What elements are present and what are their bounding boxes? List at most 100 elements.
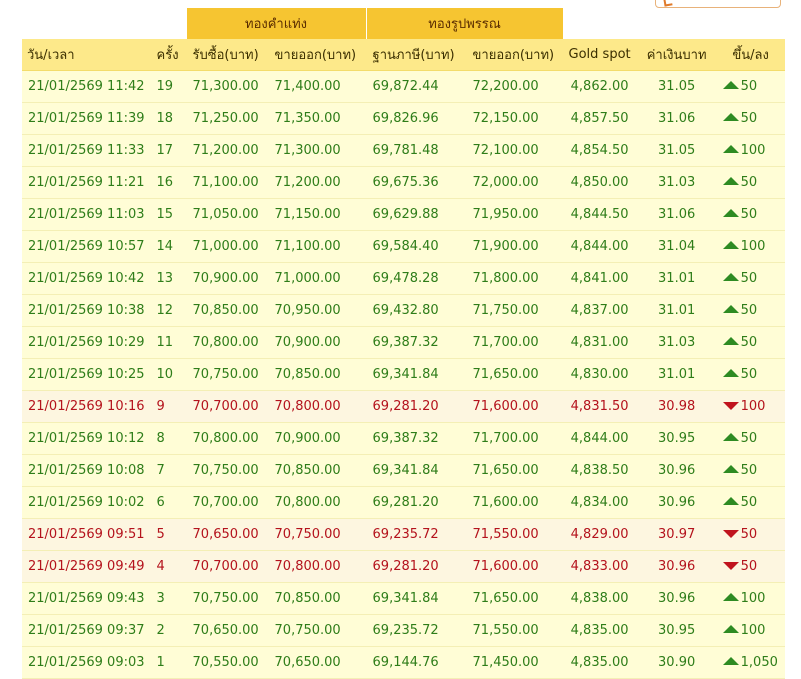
cell-datetime: 21/01/2569 09:43	[22, 583, 151, 615]
cell-ornament-base: 69,629.88	[366, 199, 467, 231]
cell-bar-buy: 71,100.00	[186, 167, 269, 199]
change-value: 50	[740, 175, 758, 190]
cell-round: 1	[150, 647, 187, 679]
cell-bar-buy: 70,550.00	[186, 647, 269, 679]
column-header-change: ขึ้น/ลง	[716, 39, 785, 71]
cell-bar-sell: 70,850.00	[268, 455, 367, 487]
table-row: 21/01/2569 11:33 17 71,200.00 71,300.00 69,7…	[22, 135, 785, 167]
arrow-up-icon	[722, 145, 739, 153]
cell-ornament-base: 69,144.76	[366, 647, 467, 679]
cell-thb-rate: 31.01	[636, 359, 717, 391]
arrow-up-icon	[722, 465, 739, 473]
cell-bar-sell: 70,800.00	[268, 487, 367, 519]
table-row: 21/01/2569 11:03 15 71,050.00 71,150.00 69,6…	[22, 199, 785, 231]
change-value: 50	[740, 559, 758, 574]
table-row: 21/01/2569 09:37 2 70,650.00 70,750.00 69,23…	[22, 615, 785, 647]
cell-ornament-base: 69,281.20	[366, 551, 467, 583]
table-row: 21/01/2569 09:51 5 70,650.00 70,750.00 69,23…	[22, 519, 785, 551]
cell-ornament-sell: 71,800.00	[466, 263, 563, 295]
arrow-up-icon	[722, 113, 739, 121]
cell-round: 6	[150, 487, 187, 519]
gold-price-history-table: ทองคำแท่ง ทองรูปพรรณ วัน/เวลา ครั้ง รับซ…	[22, 8, 785, 679]
cell-round: 5	[150, 519, 187, 551]
arrow-up-icon	[722, 433, 739, 441]
cell-bar-buy: 70,700.00	[186, 487, 269, 519]
cell-ornament-base: 69,584.40	[366, 231, 467, 263]
cell-thb-rate: 31.01	[636, 295, 717, 327]
cell-round: 18	[150, 103, 187, 135]
top-right-control[interactable]	[655, 0, 781, 8]
cell-ornament-base: 69,341.84	[366, 583, 467, 615]
cell-bar-buy: 70,750.00	[186, 455, 269, 487]
table-body: 21/01/2569 11:42 19 71,300.00 71,400.00 69,8…	[22, 71, 785, 679]
check-icon	[663, 0, 673, 7]
arrow-down-icon	[722, 402, 739, 410]
cell-bar-sell: 71,300.00	[268, 135, 367, 167]
cell-ornament-sell: 71,600.00	[466, 391, 563, 423]
cell-thb-rate: 31.03	[636, 327, 717, 359]
cell-thb-rate: 30.95	[636, 615, 717, 647]
cell-datetime: 21/01/2569 09:49	[22, 551, 151, 583]
cell-ornament-sell: 72,000.00	[466, 167, 563, 199]
arrow-down-icon	[722, 562, 739, 570]
column-header-thb-rate: ค่าเงินบาท	[636, 39, 717, 71]
cell-ornament-sell: 71,650.00	[466, 583, 563, 615]
cell-datetime: 21/01/2569 10:38	[22, 295, 151, 327]
cell-ornament-base: 69,387.32	[366, 423, 467, 455]
cell-thb-rate: 30.95	[636, 423, 717, 455]
cell-gold-spot: 4,841.00	[562, 263, 637, 295]
cell-thb-rate: 31.06	[636, 103, 717, 135]
cell-change: 50	[716, 487, 785, 519]
cell-bar-sell: 70,850.00	[268, 359, 367, 391]
cell-thb-rate: 30.96	[636, 455, 717, 487]
cell-change: 100	[716, 135, 785, 167]
table-row: 21/01/2569 10:16 9 70,700.00 70,800.00 69,28…	[22, 391, 785, 423]
change-value: 50	[740, 303, 758, 318]
cell-ornament-base: 69,341.84	[366, 359, 467, 391]
table-row: 21/01/2569 09:49 4 70,700.00 70,800.00 69,28…	[22, 551, 785, 583]
cell-gold-spot: 4,837.00	[562, 295, 637, 327]
change-value: 50	[740, 207, 758, 222]
column-header-ornament-sell: ขายออก(บาท)	[466, 39, 563, 71]
cell-datetime: 21/01/2569 10:02	[22, 487, 151, 519]
cell-bar-sell: 70,650.00	[268, 647, 367, 679]
cell-ornament-sell: 71,650.00	[466, 359, 563, 391]
cell-change: 100	[716, 231, 785, 263]
arrow-up-icon	[722, 593, 739, 601]
table-row: 21/01/2569 10:08 7 70,750.00 70,850.00 69,34…	[22, 455, 785, 487]
table-row: 21/01/2569 10:42 13 70,900.00 71,000.00 69,4…	[22, 263, 785, 295]
column-header-bar-buy: รับซื้อ(บาท)	[186, 39, 269, 71]
cell-bar-buy: 71,250.00	[186, 103, 269, 135]
cell-change: 50	[716, 327, 785, 359]
cell-change: 50	[716, 103, 785, 135]
cell-bar-buy: 70,850.00	[186, 295, 269, 327]
cell-change: 100	[716, 391, 785, 423]
cell-bar-buy: 71,000.00	[186, 231, 269, 263]
cell-gold-spot: 4,854.50	[562, 135, 637, 167]
cell-datetime: 21/01/2569 11:03	[22, 199, 151, 231]
cell-bar-buy: 70,900.00	[186, 263, 269, 295]
cell-bar-buy: 70,700.00	[186, 391, 269, 423]
column-header-round: ครั้ง	[150, 39, 187, 71]
cell-bar-sell: 71,100.00	[268, 231, 367, 263]
cell-ornament-sell: 72,100.00	[466, 135, 563, 167]
arrow-up-icon	[722, 657, 739, 665]
cell-bar-buy: 70,750.00	[186, 583, 269, 615]
cell-ornament-base: 69,235.72	[366, 519, 467, 551]
cell-thb-rate: 31.05	[636, 71, 717, 103]
cell-change: 50	[716, 359, 785, 391]
cell-ornament-base: 69,341.84	[366, 455, 467, 487]
cell-bar-sell: 71,200.00	[268, 167, 367, 199]
cell-round: 14	[150, 231, 187, 263]
cell-gold-spot: 4,850.00	[562, 167, 637, 199]
cell-datetime: 21/01/2569 09:37	[22, 615, 151, 647]
change-value: 50	[740, 367, 758, 382]
cell-bar-sell: 70,800.00	[268, 551, 367, 583]
cell-datetime: 21/01/2569 09:51	[22, 519, 151, 551]
cell-ornament-sell: 71,550.00	[466, 615, 563, 647]
cell-bar-buy: 71,300.00	[186, 71, 269, 103]
change-value: 100	[740, 623, 766, 638]
cell-round: 19	[150, 71, 187, 103]
change-value: 50	[740, 527, 758, 542]
cell-datetime: 21/01/2569 10:42	[22, 263, 151, 295]
